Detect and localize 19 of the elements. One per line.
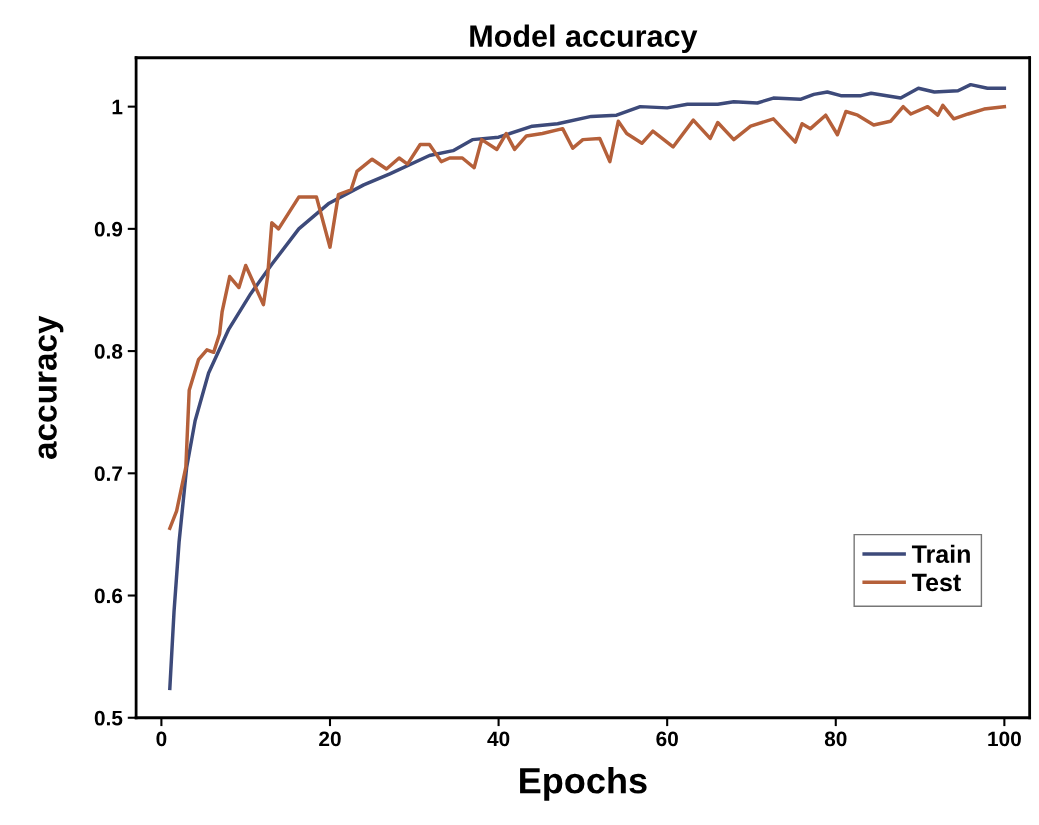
x-tick-label: 60 bbox=[656, 731, 678, 747]
line-series bbox=[168, 82, 1007, 691]
x-tick-label: 40 bbox=[487, 731, 510, 747]
y-axis-title: accuracy bbox=[38, 315, 64, 460]
x-tick-label: 100 bbox=[988, 731, 1021, 747]
x-axis-title: Epochs bbox=[520, 767, 647, 801]
y-tick-label: 0.7 bbox=[94, 466, 122, 482]
chart-title: Model accuracy bbox=[470, 24, 698, 53]
y-tick-label: 1 bbox=[112, 99, 123, 115]
x-tick-label: 0 bbox=[156, 731, 167, 747]
x-tick-label: 20 bbox=[319, 731, 341, 747]
y-tick-label: 0.6 bbox=[94, 588, 123, 604]
y-tick-label: 0.8 bbox=[94, 344, 123, 359]
y-tick-label: 0.9 bbox=[94, 221, 123, 237]
y-tick-label: 0.5 bbox=[94, 710, 123, 726]
legend-label: Test bbox=[911, 573, 961, 592]
x-tick-label: 80 bbox=[824, 731, 847, 747]
legend-label: Train bbox=[911, 544, 970, 563]
line-series bbox=[168, 103, 1007, 531]
